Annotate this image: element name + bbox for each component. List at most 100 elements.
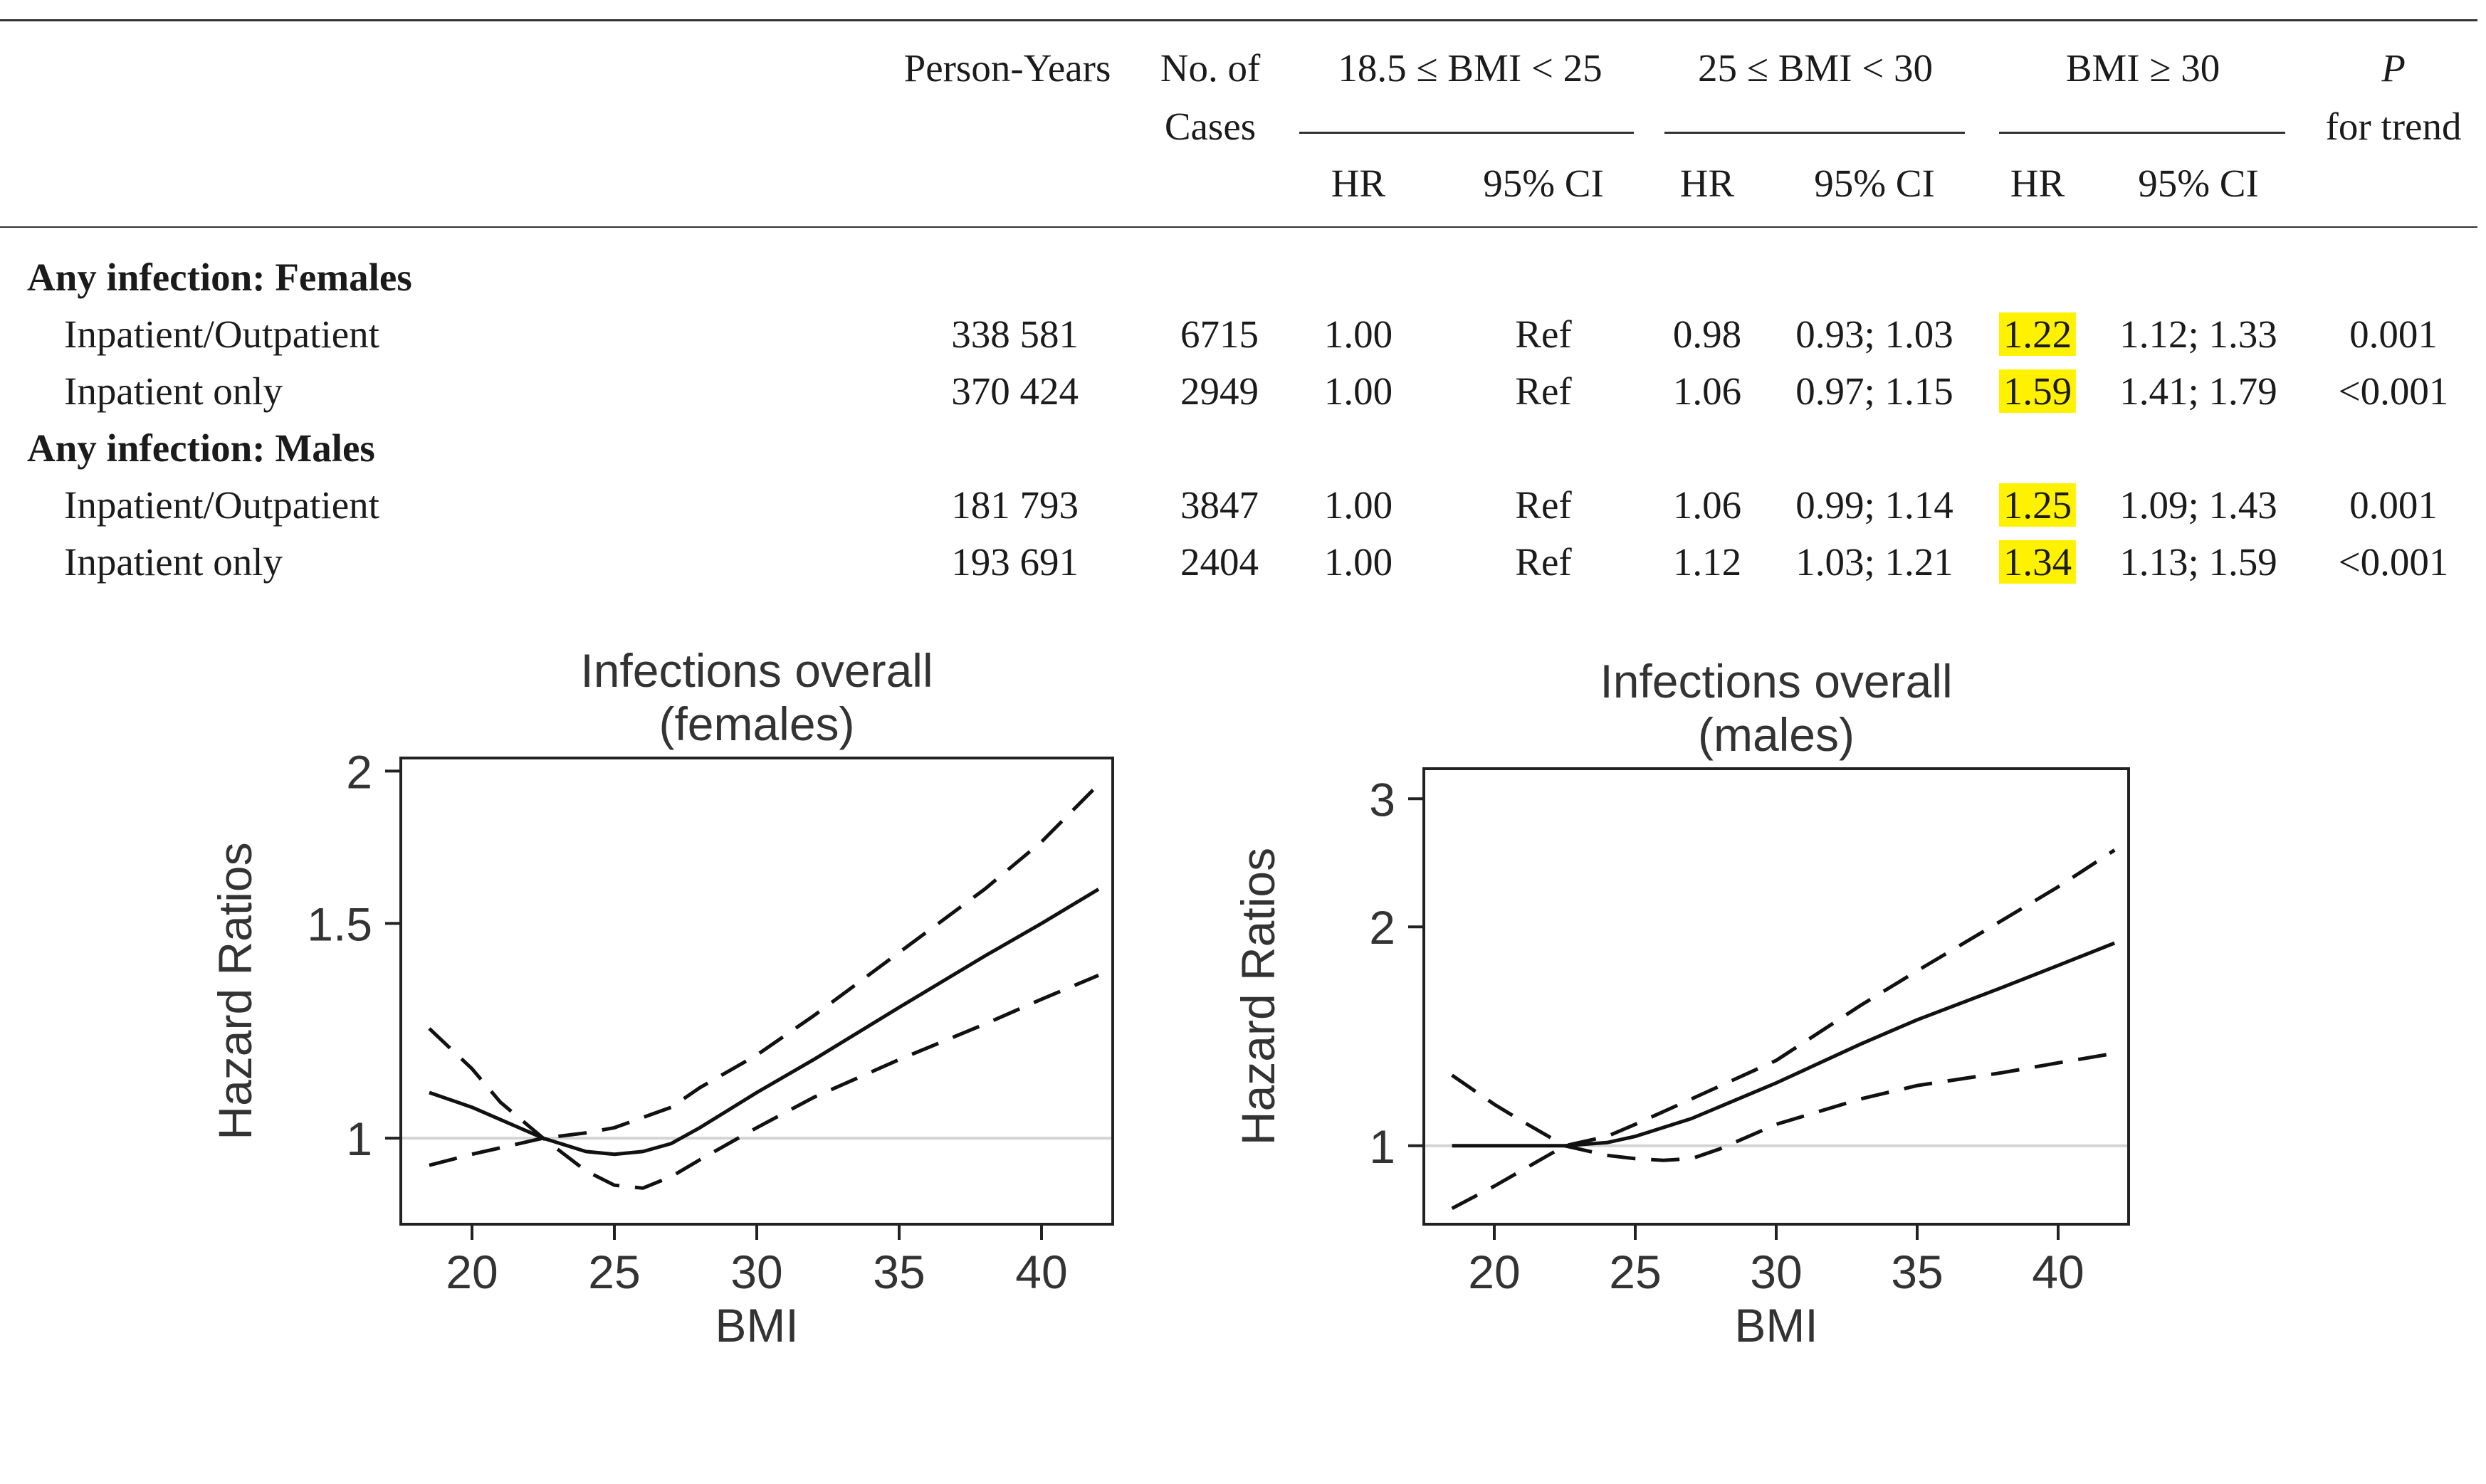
- ci-bound-line-1: [428, 973, 1099, 1190]
- cell-ci1: Ref: [1515, 312, 1572, 356]
- cell-hr3: 1.59: [1998, 369, 2077, 413]
- header-cases-line2: Cases: [1164, 105, 1257, 148]
- cell-ci3: 1.09; 1.43: [2119, 483, 2277, 527]
- group2-underline: [1664, 132, 1965, 134]
- highlight-marker: 1.34: [1998, 540, 2077, 584]
- cell-ci3: 1.41; 1.79: [2119, 369, 2277, 413]
- header-hr-3: HR: [2010, 162, 2065, 205]
- y-tick-label: 3: [1369, 773, 1395, 826]
- x-tick-label: 40: [1015, 1246, 1067, 1298]
- cell-hr1: 1.00: [1323, 483, 1393, 527]
- cell-p-trend: 0.001: [2349, 483, 2438, 527]
- hr-estimate-line: [1452, 941, 2116, 1148]
- header-cases-line1: No. of: [1160, 46, 1261, 90]
- x-tick-label: 30: [730, 1246, 782, 1298]
- header-group-obese: BMI ≥ 30: [2065, 46, 2220, 90]
- chart-title: Infections overall: [580, 644, 933, 697]
- cell-hr3: 1.34: [1998, 540, 2077, 584]
- ci-bound-line-2: [1451, 848, 2116, 1211]
- section-title-males: Any infection: Males: [27, 426, 375, 470]
- y-tick-label: 2: [346, 745, 372, 798]
- header-group-overweight: 25 ≤ BMI < 30: [1697, 46, 1934, 90]
- cell-hr1: 1.00: [1323, 312, 1393, 356]
- header-p-line1: P: [2381, 46, 2406, 90]
- highlight-marker: 1.22: [1998, 312, 2077, 356]
- highlight-marker: 1.25: [1998, 483, 2077, 527]
- x-tick-label: 35: [1891, 1246, 1943, 1298]
- x-tick-label: 40: [2032, 1246, 2084, 1298]
- x-tick-label: 25: [1609, 1246, 1661, 1298]
- cell-ci2: 0.99; 1.14: [1795, 483, 1953, 527]
- row-label: Inpatient only: [64, 369, 283, 413]
- cell-ci2: 0.97; 1.15: [1795, 369, 1953, 413]
- cell-p-trend: 0.001: [2349, 312, 2438, 356]
- cell-hr2: 1.06: [1672, 483, 1742, 527]
- group1-underline: [1299, 132, 1634, 134]
- row-label: Inpatient/Outpatient: [64, 312, 379, 356]
- x-axis-label: BMI: [715, 1299, 798, 1352]
- ci-bound-line-1: [1451, 1051, 2115, 1162]
- cell-hr3: 1.25: [1998, 483, 2077, 527]
- header-hr-2: HR: [1679, 162, 1735, 205]
- cell-ci1: Ref: [1515, 483, 1572, 527]
- cell-hr2: 1.06: [1672, 369, 1742, 413]
- y-axis-label: Hazard Ratios: [209, 842, 261, 1140]
- plot-frame: [399, 757, 1114, 1226]
- chart-title: Infections overall: [1600, 655, 1952, 707]
- cell-hr1: 1.00: [1323, 540, 1393, 584]
- header-ci-3: 95% CI: [2138, 162, 2259, 205]
- header-ci-2: 95% CI: [1814, 162, 1935, 205]
- hazard-ratio-charts: Infections overall(females)20 25 30 35 4011.…: [209, 644, 2130, 1352]
- cell-person-years: 193 691: [951, 540, 1079, 584]
- x-tick-label: 35: [873, 1246, 925, 1298]
- cell-ci1: Ref: [1515, 540, 1572, 584]
- cell-ci1: Ref: [1515, 369, 1572, 413]
- y-tick-label: 2: [1369, 901, 1395, 954]
- cell-p-trend: <0.001: [2338, 369, 2449, 413]
- header-bottom-rule: [0, 226, 2477, 228]
- group3-underline: [1999, 132, 2285, 134]
- cell-hr2: 1.12: [1672, 540, 1742, 584]
- y-tick-label: 1: [346, 1112, 372, 1165]
- cell-ci3: 1.13; 1.59: [2119, 540, 2277, 584]
- cell-hr1: 1.00: [1323, 369, 1393, 413]
- cell-ci2: 1.03; 1.21: [1795, 540, 1953, 584]
- header-group-normal-bmi: 18.5 ≤ BMI < 25: [1338, 46, 1603, 90]
- table-top-rule: [0, 19, 2477, 21]
- header-person-years: Person-Years: [903, 46, 1111, 90]
- chart-subtitle: (females): [659, 698, 854, 750]
- cell-hr2: 0.98: [1672, 312, 1742, 356]
- row-label: Inpatient/Outpatient: [64, 483, 379, 527]
- cell-hr3: 1.22: [1998, 312, 2077, 356]
- chart-panel-0: Infections overall(females) 20 25 30 35 40 1 1.…: [209, 644, 1114, 1352]
- y-tick-label: 1: [1369, 1120, 1395, 1173]
- x-tick-label: 20: [1468, 1246, 1520, 1298]
- x-tick-label: 25: [588, 1246, 640, 1298]
- cell-person-years: 370 424: [951, 369, 1079, 413]
- cell-ci3: 1.12; 1.33: [2119, 312, 2277, 356]
- chart-panel-1: Infections overall(males) 20 25 30 35 40 1 2 3 BM…: [1232, 655, 2130, 1352]
- x-tick-label: 20: [446, 1246, 498, 1298]
- cell-cases: 6715: [1180, 312, 1259, 356]
- row-label: Inpatient only: [64, 540, 283, 584]
- plot-frame: [1422, 767, 2130, 1226]
- header-ci-1: 95% CI: [1483, 162, 1604, 205]
- chart-subtitle: (males): [1698, 708, 1855, 761]
- ci-bound-line-2: [429, 783, 1100, 1167]
- y-axis-label: Hazard Ratios: [1232, 848, 1284, 1145]
- cell-person-years: 181 793: [951, 483, 1079, 527]
- cell-person-years: 338 581: [951, 312, 1079, 356]
- cell-cases: 2404: [1180, 540, 1259, 584]
- x-tick-label: 30: [1750, 1246, 1802, 1298]
- cell-cases: 2949: [1180, 369, 1259, 413]
- hr-estimate-line: [429, 888, 1100, 1157]
- header-hr-1: HR: [1331, 162, 1386, 205]
- header-p-line2: for trend: [2325, 105, 2462, 148]
- cell-ci2: 0.93; 1.03: [1795, 312, 1953, 356]
- y-tick-label: 1.5: [307, 898, 372, 950]
- x-axis-label: BMI: [1734, 1299, 1818, 1352]
- highlight-marker: 1.59: [1998, 369, 2077, 413]
- cell-p-trend: <0.001: [2338, 540, 2449, 584]
- section-title-females: Any infection: Females: [27, 256, 412, 299]
- cell-cases: 3847: [1180, 483, 1259, 527]
